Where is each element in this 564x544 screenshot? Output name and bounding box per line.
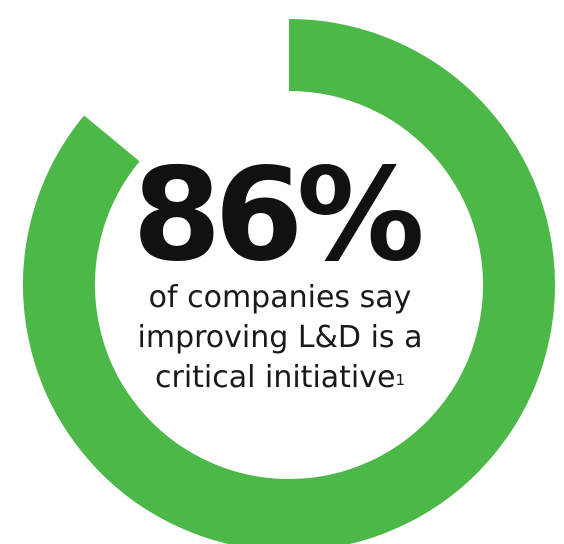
caption-line-2: improving L&D is a: [137, 320, 423, 355]
footnote-marker: 1: [395, 371, 406, 389]
stat-caption: of companies say improving L&D is a crit…: [110, 278, 450, 398]
stat-percentage: 86%: [132, 141, 424, 290]
progress-arc: [23, 19, 555, 544]
caption-line-3: critical initiative1: [110, 358, 450, 398]
caption-line-1: of companies say: [148, 280, 412, 315]
caption-line-3-text: critical initiative: [154, 360, 396, 395]
